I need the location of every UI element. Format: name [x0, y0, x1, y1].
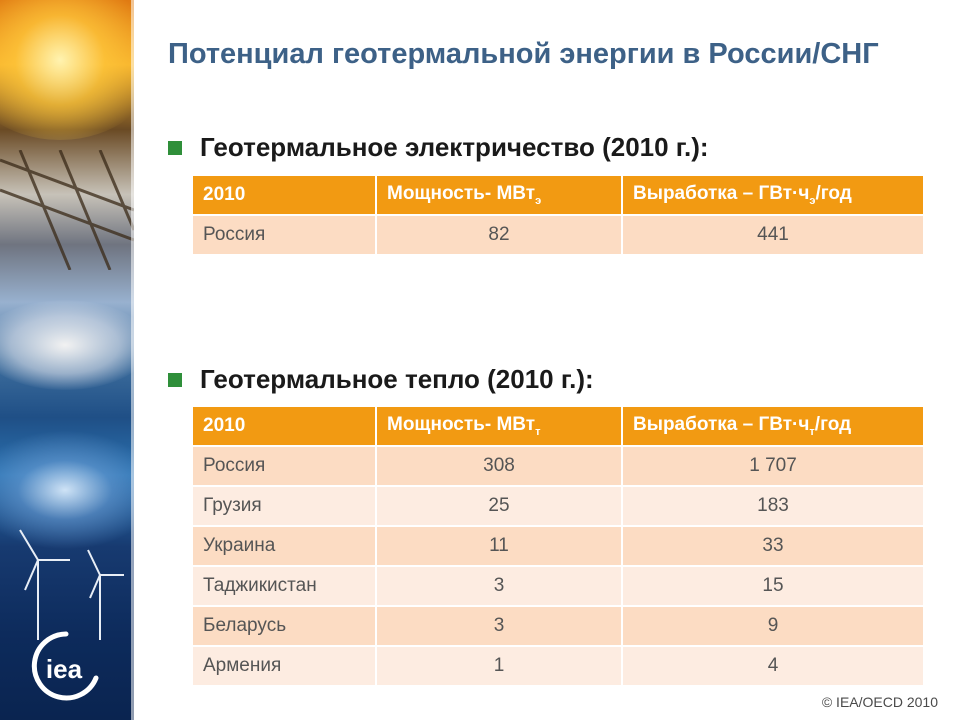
capacity-cell: 308 [375, 445, 623, 487]
country-cell: Таджикистан [191, 565, 377, 607]
header-capacity: Мощность- МВтэ [375, 174, 623, 216]
country-cell: Грузия [191, 485, 377, 527]
electricity-heading-text: Геотермальное электричество (2010 г.): [200, 132, 709, 162]
table-row: Таджикистан 3 15 [191, 565, 925, 607]
table-row: Армения 1 4 [191, 645, 925, 687]
sun-glow-decoration [0, 0, 134, 140]
header-year: 2010 [191, 405, 377, 447]
iea-logo-icon: iea [31, 631, 99, 701]
table-row: Украина 11 33 [191, 525, 925, 567]
country-cell: Россия [191, 445, 377, 487]
heat-heading: Геотермальное тепло (2010 г.): [168, 364, 594, 395]
output-cell: 441 [621, 214, 925, 256]
steam-decoration [0, 300, 134, 390]
country-cell: Украина [191, 525, 377, 567]
output-cell: 33 [621, 525, 925, 567]
table-row: Беларусь 3 9 [191, 605, 925, 647]
table-row: Грузия 25 183 [191, 485, 925, 527]
output-cell: 183 [621, 485, 925, 527]
output-cell: 15 [621, 565, 925, 607]
capacity-cell: 3 [375, 565, 623, 607]
header-output: Выработка – ГВт·чэ/год [621, 174, 925, 216]
table-header-row: 2010 Мощность- МВтт Выработка – ГВт·чт/г… [191, 405, 925, 447]
power-lines-decoration [0, 150, 134, 270]
output-cell: 1 707 [621, 445, 925, 487]
country-cell: Россия [191, 214, 377, 256]
output-cell: 9 [621, 605, 925, 647]
electricity-table: 2010 Мощность- МВтэ Выработка – ГВт·чэ/г… [191, 174, 925, 256]
output-cell: 4 [621, 645, 925, 687]
copyright-notice: © IEA/OECD 2010 [821, 694, 938, 710]
table-row: Россия 82 441 [191, 214, 925, 256]
table-header-row: 2010 Мощность- МВтэ Выработка – ГВт·чэ/г… [191, 174, 925, 216]
capacity-cell: 11 [375, 525, 623, 567]
country-cell: Беларусь [191, 605, 377, 647]
electricity-heading: Геотермальное электричество (2010 г.): [168, 132, 709, 163]
bullet-square-icon [168, 372, 182, 387]
header-output: Выработка – ГВт·чт/год [621, 405, 925, 447]
capacity-cell: 3 [375, 605, 623, 647]
country-cell: Армения [191, 645, 377, 687]
capacity-cell: 25 [375, 485, 623, 527]
header-year: 2010 [191, 174, 377, 216]
heat-heading-text: Геотермальное тепло (2010 г.): [200, 364, 594, 394]
header-capacity: Мощность- МВтт [375, 405, 623, 447]
svg-text:iea: iea [46, 654, 83, 684]
decorative-photo-strip [0, 0, 134, 720]
capacity-cell: 82 [375, 214, 623, 256]
bullet-square-icon [168, 140, 182, 155]
slide-title: Потенциал геотермальной энергии в России… [168, 38, 879, 70]
capacity-cell: 1 [375, 645, 623, 687]
wind-turbines-decoration [19, 529, 124, 640]
table-row: Россия 308 1 707 [191, 445, 925, 487]
heat-table: 2010 Мощность- МВтт Выработка – ГВт·чт/г… [191, 405, 925, 687]
storm-swirl-decoration [0, 430, 134, 550]
